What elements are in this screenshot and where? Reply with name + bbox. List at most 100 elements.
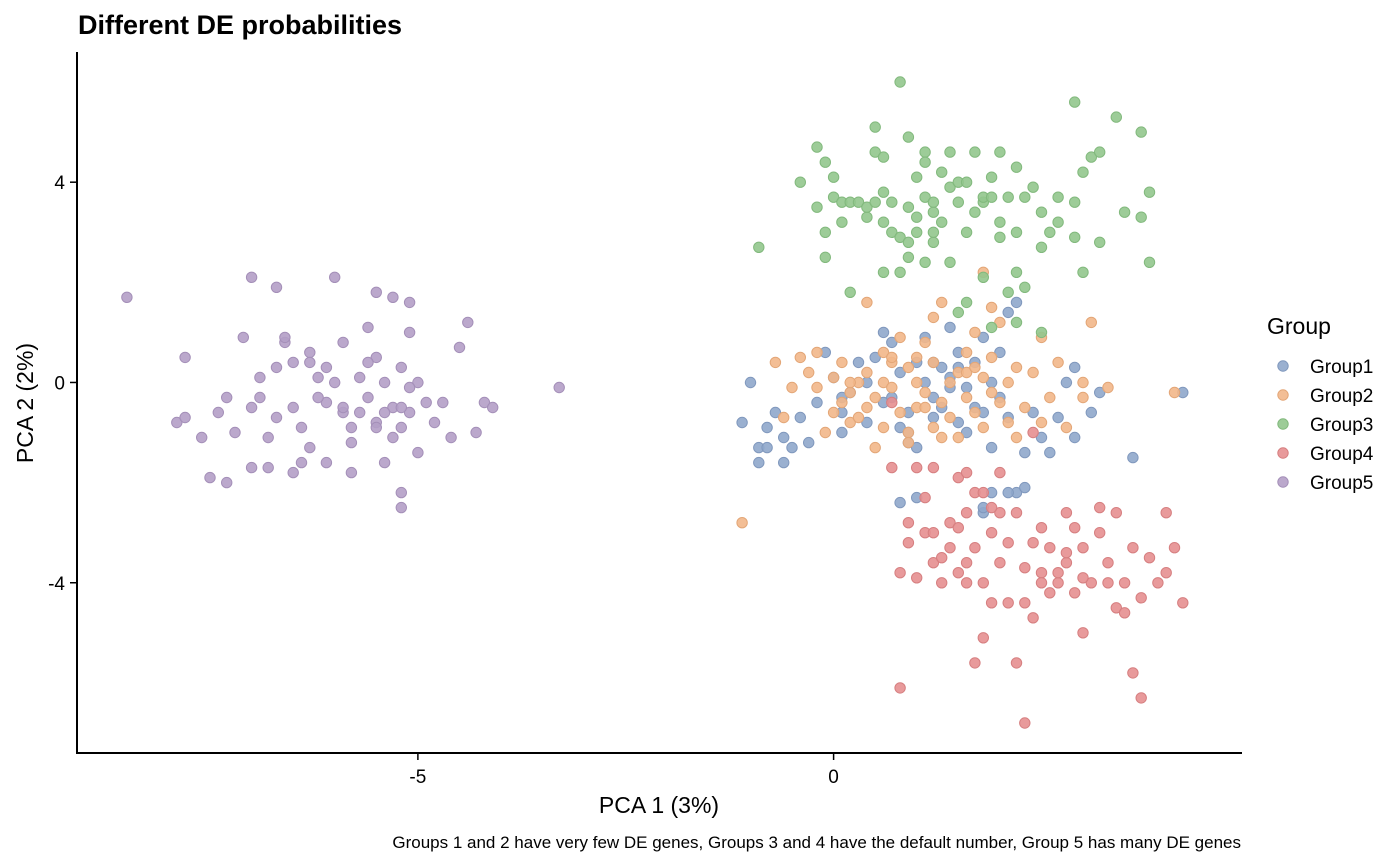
- data-point: [403, 326, 416, 339]
- data-point: [1177, 597, 1189, 609]
- data-point: [960, 296, 973, 309]
- data-point: [1035, 326, 1048, 339]
- data-point: [894, 682, 906, 694]
- data-point: [919, 156, 931, 168]
- data-point: [944, 517, 956, 529]
- data-point: [977, 486, 989, 499]
- x-tick-label: 0: [828, 767, 839, 788]
- data-point: [204, 471, 216, 484]
- data-point: [769, 406, 782, 419]
- data-point: [1069, 361, 1081, 374]
- data-point: [395, 361, 407, 374]
- data-point: [894, 421, 906, 434]
- data-point: [869, 121, 881, 133]
- data-point: [378, 456, 391, 469]
- data-point: [952, 567, 964, 579]
- data-point: [428, 416, 441, 429]
- data-point: [919, 336, 931, 349]
- data-point: [1035, 522, 1048, 534]
- data-point: [1118, 607, 1131, 619]
- data-point: [811, 381, 823, 394]
- data-point: [977, 371, 989, 384]
- x-ticks: -5 0: [409, 753, 839, 788]
- data-point: [295, 456, 308, 469]
- data-point: [1019, 401, 1031, 414]
- data-point: [1010, 161, 1023, 173]
- data-point: [1019, 481, 1031, 494]
- data-point: [960, 391, 973, 404]
- data-point: [861, 296, 873, 309]
- data-point: [1010, 266, 1023, 278]
- data-point: [927, 557, 940, 569]
- data-point: [994, 466, 1006, 479]
- data-point: [919, 386, 931, 399]
- data-point: [769, 356, 782, 369]
- legend-label-group5: Group5: [1310, 473, 1373, 494]
- data-point: [1035, 206, 1048, 218]
- data-point: [902, 236, 915, 249]
- data-point: [1168, 542, 1181, 554]
- chart-title: Different DE probabilities: [78, 10, 402, 40]
- data-point: [894, 406, 906, 419]
- legend-label-group1: Group1: [1310, 357, 1373, 378]
- data-point: [869, 146, 881, 158]
- data-point: [1085, 151, 1098, 163]
- data-point: [304, 356, 316, 369]
- data-point: [1085, 406, 1098, 419]
- legend-key-group4: [1277, 447, 1289, 459]
- data-point: [487, 401, 499, 414]
- data-point: [985, 191, 998, 203]
- data-point: [1127, 451, 1139, 464]
- data-point: [221, 391, 233, 404]
- data-point: [354, 406, 366, 419]
- data-point: [1102, 557, 1114, 569]
- data-point: [778, 411, 790, 424]
- data-point: [994, 507, 1006, 519]
- data-point: [1135, 126, 1147, 138]
- data-point: [969, 326, 981, 339]
- data-point: [794, 411, 806, 424]
- data-point: [1052, 567, 1064, 579]
- data-point: [844, 416, 856, 429]
- data-point: [969, 657, 981, 669]
- data-point: [902, 436, 915, 449]
- data-point: [1035, 416, 1048, 429]
- data-point: [1010, 431, 1023, 444]
- data-point: [329, 271, 341, 283]
- data-point: [969, 361, 981, 374]
- data-point: [1002, 537, 1014, 549]
- data-point: [1102, 381, 1114, 394]
- data-point: [811, 396, 823, 409]
- series-group5: [121, 271, 565, 514]
- data-point: [861, 201, 873, 213]
- data-point: [245, 271, 258, 283]
- data-point: [960, 346, 973, 359]
- data-point: [919, 401, 931, 414]
- data-point: [886, 396, 898, 409]
- data-point: [969, 146, 981, 158]
- data-point: [1069, 96, 1081, 108]
- y-ticks: 4 0 -4: [48, 173, 77, 595]
- data-point: [1143, 552, 1156, 564]
- data-point: [1044, 587, 1056, 599]
- data-point: [877, 186, 890, 198]
- data-point: [811, 346, 823, 359]
- data-point: [287, 356, 299, 369]
- data-point: [927, 461, 940, 474]
- data-point: [1027, 366, 1039, 379]
- data-point: [936, 166, 948, 178]
- data-point: [952, 431, 964, 444]
- data-point: [960, 176, 973, 188]
- data-point: [412, 376, 424, 389]
- data-point: [778, 431, 790, 444]
- data-point: [387, 431, 399, 444]
- data-point: [927, 527, 940, 539]
- data-point: [894, 266, 906, 278]
- data-point: [378, 376, 391, 389]
- legend-title: Group: [1267, 313, 1331, 339]
- data-point: [387, 291, 399, 303]
- data-point: [960, 226, 973, 239]
- data-point: [927, 206, 940, 218]
- data-point: [1060, 421, 1073, 434]
